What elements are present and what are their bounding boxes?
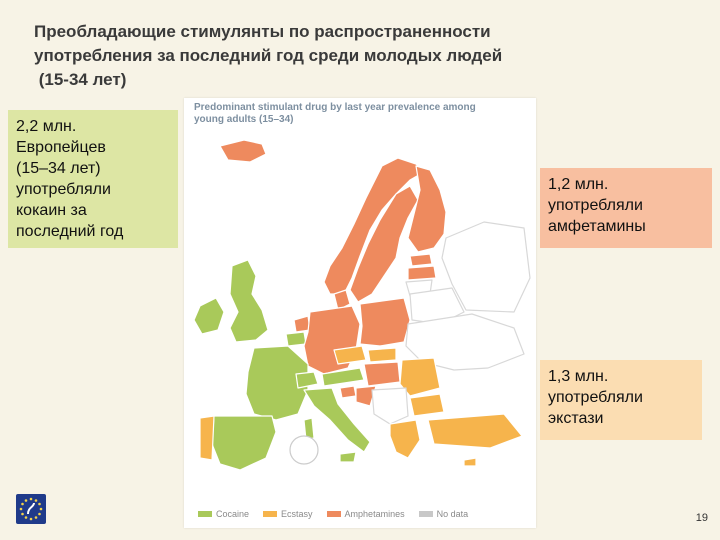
legend-label-amphetamines: Amphetamines [344, 509, 405, 519]
ecstasy-callout: 1,3 млн. употребляли экстази [540, 360, 702, 440]
region-netherlands [293, 315, 311, 333]
map-heading-line-2: young adults (15–34) [194, 114, 294, 125]
region-belgium [285, 331, 307, 347]
legend-label-cocaine: Cocaine [216, 509, 250, 519]
region-turkey [427, 413, 523, 449]
region-italy [303, 387, 371, 453]
page-number: 19 [695, 512, 708, 524]
map-legend: Cocaine Ecstasy Amphetamines No data [198, 506, 528, 522]
emcdda-logo [16, 494, 46, 524]
region-sardinia [303, 417, 315, 441]
map-heading-line-1: Predominant stimulant drug by last year … [194, 102, 476, 113]
region-uk [229, 259, 269, 343]
cocaine-line-5: кокаин за [16, 202, 87, 219]
legend-swatch-cocaine [198, 511, 212, 517]
title-line-1: Преобладающие стимулянты по распростране… [34, 22, 491, 41]
legend-label-no-data: No data [436, 509, 469, 519]
legend-swatch-ecstasy [263, 511, 278, 517]
region-greece [389, 419, 421, 459]
title-line-2: употребления за последний год среди моло… [34, 46, 503, 65]
region-czech [333, 345, 367, 365]
region-ukraine [405, 313, 525, 371]
legend-swatch-amphetamines [326, 511, 341, 517]
cocaine-line-3: (15–34 лет) [16, 160, 101, 177]
legend-item-no-data: No data [418, 509, 469, 519]
ecstasy-line-1: 1,3 млн. [548, 368, 609, 385]
map-panel: Predominant stimulant drug by last year … [184, 98, 536, 528]
region-bulgaria [409, 393, 445, 417]
region-romania [399, 357, 441, 397]
cocaine-line-6: последний год [16, 223, 124, 240]
ecstasy-line-2: употребляли [548, 389, 643, 406]
region-western-balkans [371, 387, 409, 425]
region-slovenia [339, 385, 357, 399]
region-croatia [355, 385, 377, 407]
region-france [245, 345, 309, 421]
legend-item-cocaine: Cocaine [198, 509, 249, 519]
cocaine-line-1: 2,2 млн. [16, 118, 77, 135]
amphetamines-line-3: амфетамины [548, 218, 646, 235]
legend-item-amphetamines: Amphetamines [326, 509, 405, 519]
logo-icon [19, 497, 43, 521]
cocaine-line-2: Европейцев [16, 139, 106, 156]
region-estonia [409, 253, 433, 267]
region-sicily [339, 451, 357, 463]
europe-map [193, 139, 531, 471]
title-line-3: (15-34 лет) [34, 70, 127, 89]
legend-label-ecstasy: Ecstasy [281, 509, 313, 519]
region-denmark [333, 289, 351, 311]
region-hungary [363, 361, 401, 387]
region-cyprus [463, 457, 477, 467]
cocaine-callout: 2,2 млн. Европейцев (15–34 лет) употребл… [8, 110, 178, 248]
region-ireland [193, 297, 225, 335]
amphetamines-line-2: употребляли [548, 197, 643, 214]
legend-item-ecstasy: Ecstasy [263, 509, 313, 519]
ecstasy-line-3: экстази [548, 410, 604, 427]
region-spain [211, 415, 277, 471]
region-poland [359, 297, 411, 347]
slide-title: Преобладающие стимулянты по распростране… [34, 20, 654, 92]
amphetamines-line-1: 1,2 млн. [548, 176, 609, 193]
region-germany [303, 305, 361, 375]
cocaine-line-4: употребляли [16, 181, 111, 198]
region-finland [407, 165, 447, 253]
region-russia-west [441, 221, 531, 313]
map-heading: Predominant stimulant drug by last year … [194, 102, 524, 126]
region-switzerland [295, 371, 319, 389]
region-latvia [407, 265, 437, 281]
region-austria [321, 367, 365, 387]
region-iceland [219, 139, 267, 163]
region-malta-inset [289, 435, 319, 465]
legend-swatch-no-data [418, 511, 433, 517]
region-slovakia [367, 347, 397, 363]
amphetamines-callout: 1,2 млн. употребляли амфетамины [540, 168, 712, 248]
region-portugal [199, 415, 215, 461]
